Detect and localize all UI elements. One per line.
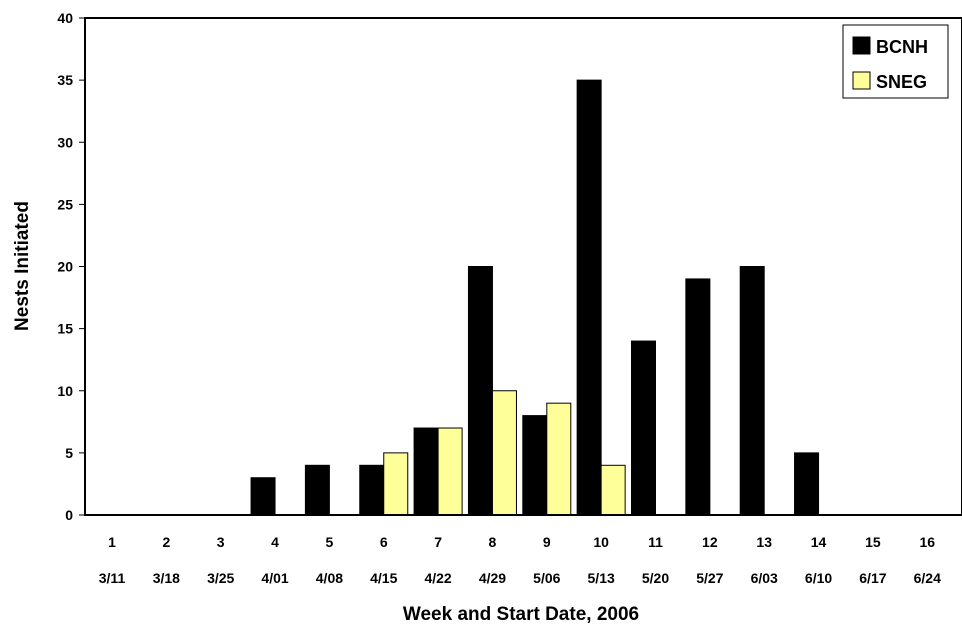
x-tick-week-label: 8 — [489, 534, 497, 550]
x-tick-date-label: 3/11 — [99, 570, 126, 586]
x-tick-week-label: 4 — [271, 534, 279, 550]
x-tick-date-label: 5/20 — [642, 570, 669, 586]
x-tick-date-label: 4/08 — [316, 570, 343, 586]
x-tick-week-label: 7 — [434, 534, 442, 550]
x-tick-week-label: 13 — [756, 534, 772, 550]
y-tick-label: 30 — [57, 134, 73, 150]
y-tick-label: 10 — [57, 383, 73, 399]
y-tick-label: 0 — [65, 507, 73, 523]
legend-label-sneg: SNEG — [876, 72, 927, 92]
bar-sneg-9 — [546, 402, 572, 516]
bar-bcnh-12 — [685, 278, 711, 516]
bar-bcnh-8 — [467, 266, 493, 516]
bar-sneg-6 — [383, 452, 409, 516]
bar-bcnh-4 — [250, 477, 276, 516]
x-tick-date-label: 3/25 — [207, 570, 234, 586]
x-tick-week-label: 15 — [865, 534, 881, 550]
bar-bcnh-7 — [413, 427, 439, 516]
legend-swatch-bcnh — [852, 36, 871, 55]
bar-sneg-8 — [491, 390, 517, 516]
legend: BCNH SNEG — [842, 24, 949, 99]
x-tick-week-label: 1 — [108, 534, 116, 550]
y-tick-label: 15 — [57, 321, 73, 337]
x-tick-date-label: 5/13 — [588, 570, 615, 586]
x-tick-date-label: 5/06 — [533, 570, 560, 586]
bar-bcnh-5 — [304, 464, 330, 516]
x-tick-week-label: 16 — [919, 534, 935, 550]
bars — [250, 79, 820, 516]
x-tick-date-label: 4/29 — [479, 570, 506, 586]
y-tick-label: 20 — [57, 259, 73, 275]
x-tick-date-label: 6/10 — [805, 570, 832, 586]
legend-label-bcnh: BCNH — [876, 37, 928, 57]
x-tick-date-label: 6/03 — [751, 570, 778, 586]
y-tick-label: 40 — [57, 10, 73, 26]
x-tick-date-label: 5/27 — [696, 570, 723, 586]
y-tick-label: 35 — [57, 72, 73, 88]
bar-bcnh-9 — [522, 415, 548, 516]
x-tick-week-label: 6 — [380, 534, 388, 550]
x-axis-title: Week and Start Date, 2006 — [403, 604, 639, 625]
x-tick-week-label: 9 — [543, 534, 551, 550]
bar-sneg-10 — [600, 464, 626, 516]
y-axis-title: Nests Initiated — [12, 201, 33, 331]
bar-sneg-7 — [437, 427, 463, 516]
bar-bcnh-10 — [576, 79, 602, 516]
y-axis-ticks: 0 5 10 15 20 25 30 35 40 — [57, 10, 85, 523]
x-tick-week-label: 3 — [217, 534, 225, 550]
x-tick-week-label: 2 — [162, 534, 170, 550]
x-tick-date-label: 6/17 — [859, 570, 886, 586]
x-axis-labels: 1 3/11 2 3/18 3 3/25 4 4/01 5 4/08 6 4/15 7 4/22 8 4/29… — [99, 534, 941, 586]
x-tick-date-label: 4/15 — [370, 570, 397, 586]
bar-bcnh-6 — [359, 464, 385, 516]
x-tick-date-label: 3/18 — [153, 570, 180, 586]
x-tick-date-label: 6/24 — [914, 570, 941, 586]
x-tick-week-label: 5 — [326, 534, 334, 550]
bar-bcnh-11 — [631, 340, 656, 516]
bar-bcnh-13 — [739, 266, 765, 516]
x-tick-week-label: 14 — [811, 534, 827, 550]
x-tick-date-label: 4/22 — [424, 570, 451, 586]
plot-frame — [84, 17, 962, 516]
x-tick-date-label: 4/01 — [261, 570, 288, 586]
x-tick-week-label: 12 — [702, 534, 718, 550]
y-tick-label: 5 — [65, 445, 73, 461]
y-tick-label: 25 — [57, 196, 73, 212]
x-tick-week-label: 10 — [593, 534, 609, 550]
bar-bcnh-14 — [794, 452, 820, 516]
legend-swatch-sneg — [852, 71, 871, 90]
x-tick-week-label: 11 — [648, 534, 663, 550]
